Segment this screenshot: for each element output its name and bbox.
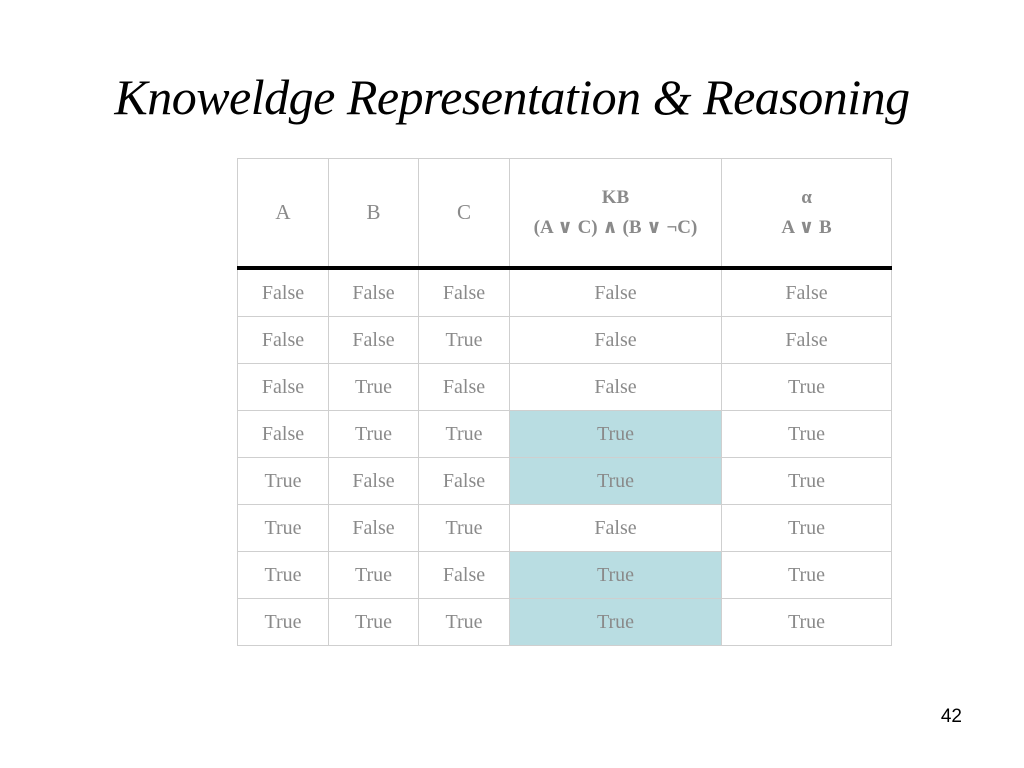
table-row: False False True False False [237, 316, 892, 364]
header-kb-formula: (A ∨ C) ∧ (B ∨ ¬C) [533, 216, 698, 238]
cell-c: True [418, 504, 510, 552]
cell-b: False [328, 316, 419, 364]
cell-a: True [237, 504, 329, 552]
table-row: True False True False True [237, 504, 892, 552]
table-row: True True False True True [237, 551, 892, 599]
cell-kb: True [509, 457, 722, 505]
cell-a: False [237, 363, 329, 411]
cell-alpha: True [721, 457, 892, 505]
cell-alpha: True [721, 410, 892, 458]
cell-alpha: False [721, 267, 892, 317]
cell-kb: True [509, 551, 722, 599]
cell-c: False [418, 267, 510, 317]
cell-kb: False [509, 504, 722, 552]
table-row: False False False False False [237, 267, 892, 317]
cell-c: True [418, 598, 510, 646]
table-row: False True False False True [237, 363, 892, 411]
header-a: A [237, 158, 329, 270]
cell-a: False [237, 410, 329, 458]
truth-table-container: A B C KB (A ∨ C) ∧ (B ∨ ¬C) α A ∨ B [237, 158, 892, 646]
cell-c: False [418, 363, 510, 411]
cell-a: False [237, 267, 329, 317]
table-header-row: A B C KB (A ∨ C) ∧ (B ∨ ¬C) α A ∨ B [237, 158, 892, 270]
header-alpha-label: α [801, 186, 812, 208]
truth-table: A B C KB (A ∨ C) ∧ (B ∨ ¬C) α A ∨ B [237, 158, 892, 646]
table-row: False True True True True [237, 410, 892, 458]
cell-b: True [328, 363, 419, 411]
cell-a: True [237, 457, 329, 505]
cell-a: True [237, 598, 329, 646]
truth-table-body: False False False False False False Fals… [237, 267, 892, 646]
cell-alpha: True [721, 551, 892, 599]
header-c-label: C [456, 200, 471, 224]
table-row: True True True True True [237, 598, 892, 646]
cell-b: True [328, 410, 419, 458]
cell-alpha: True [721, 363, 892, 411]
cell-kb: True [509, 598, 722, 646]
cell-alpha: True [721, 504, 892, 552]
cell-alpha: True [721, 598, 892, 646]
header-kb-label: KB [601, 186, 630, 208]
cell-b: True [328, 598, 419, 646]
header-b: B [328, 158, 419, 270]
header-c: C [418, 158, 510, 270]
cell-b: False [328, 267, 419, 317]
header-a-label: A [275, 200, 291, 224]
header-alpha: α A ∨ B [721, 158, 892, 270]
cell-c: False [418, 551, 510, 599]
cell-alpha: False [721, 316, 892, 364]
cell-b: True [328, 551, 419, 599]
table-row: True False False True True [237, 457, 892, 505]
header-alpha-formula: A ∨ B [781, 216, 832, 238]
cell-kb: False [509, 316, 722, 364]
cell-b: False [328, 504, 419, 552]
cell-a: True [237, 551, 329, 599]
cell-kb: False [509, 363, 722, 411]
cell-b: False [328, 457, 419, 505]
page-number: 42 [940, 706, 962, 727]
header-b-label: B [366, 200, 381, 224]
header-kb: KB (A ∨ C) ∧ (B ∨ ¬C) [509, 158, 722, 270]
cell-c: True [418, 316, 510, 364]
cell-kb: False [509, 267, 722, 317]
cell-kb: True [509, 410, 722, 458]
cell-c: False [418, 457, 510, 505]
slide-title: Knoweldge Representation & Reasoning [114, 69, 910, 125]
cell-a: False [237, 316, 329, 364]
cell-c: True [418, 410, 510, 458]
